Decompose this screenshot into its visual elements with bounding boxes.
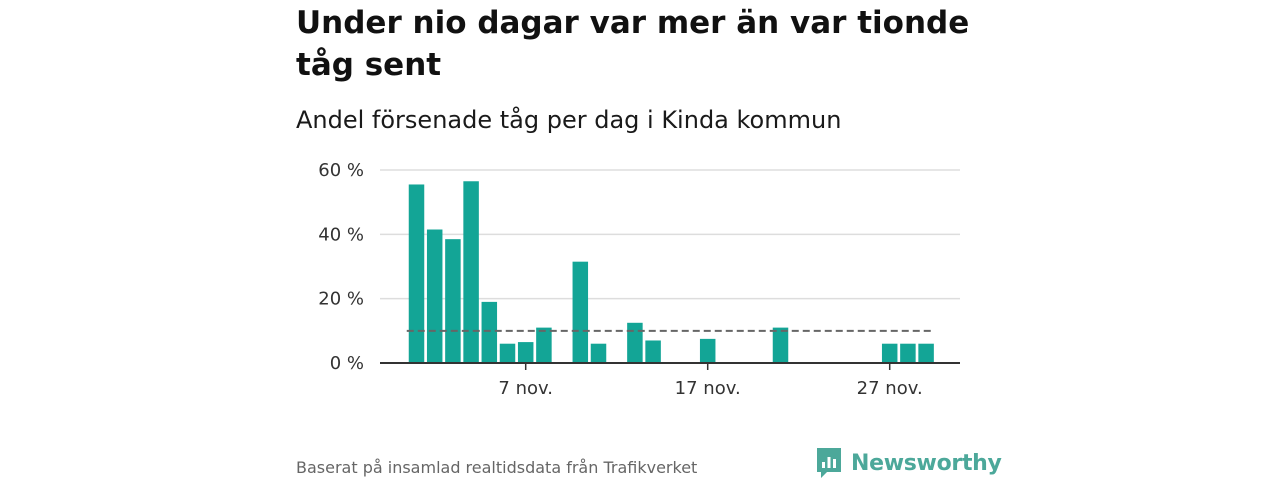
chart-subtitle: Andel försenade tåg per dag i Kinda komm… [296,106,842,134]
brand-name: Newsworthy [851,450,1002,476]
bar [499,343,516,363]
bar [900,343,916,363]
y-tick-label: 60 % [318,160,364,181]
bar [881,343,898,363]
bar [481,301,498,363]
bar [408,184,425,363]
y-tick-label: 20 % [318,289,364,310]
bar [645,340,661,363]
bar [445,239,461,363]
y-axis-ticks: 0 % 20 % 40 % 60 % [318,160,364,374]
x-tick-label: 7 nov. [498,378,553,399]
newsworthy-logo-icon [817,448,841,478]
newsworthy-logo[interactable]: Newsworthy [815,446,1002,480]
bar [772,327,789,363]
chart-title: Under nio dagar var mer än var tionde tå… [296,5,970,83]
x-tick-label: 27 nov. [857,378,923,399]
bar [572,261,589,363]
y-tick-label: 40 % [318,224,364,245]
bar [699,338,716,363]
bar [627,322,643,363]
bar [463,181,479,363]
y-tick-label: 0 % [330,353,364,374]
bar [918,343,934,363]
source-note: Baserat på insamlad realtidsdata från Tr… [296,458,698,477]
x-axis-ticks: 7 nov. 17 nov. 27 nov. [498,363,923,399]
x-tick-label: 17 nov. [675,378,741,399]
bar [426,229,443,363]
bar [517,342,534,363]
bar [590,343,607,363]
bar [536,327,552,363]
bars [408,181,934,363]
